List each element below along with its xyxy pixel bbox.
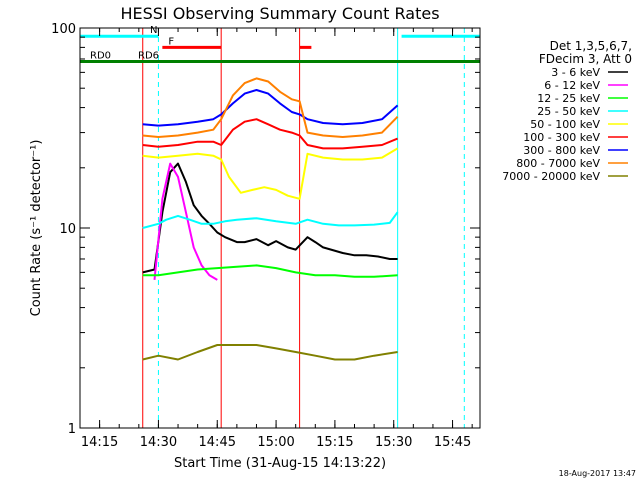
x-axis-label: Start Time (31-Aug-15 14:13:22): [174, 456, 386, 471]
flag-label: N: [150, 25, 157, 36]
series-layer: [142, 77, 399, 361]
legend-label: 300 - 800 keV: [523, 144, 600, 157]
legend-label: 100 - 300 keV: [523, 131, 600, 144]
y-tick-label: 10: [59, 222, 76, 237]
legend-label: 7000 - 20000 keV: [502, 170, 600, 183]
series-line: [142, 147, 399, 200]
series-line: [142, 344, 398, 361]
legend-label: 12 - 25 keV: [537, 92, 600, 105]
flag-label: F: [168, 36, 174, 47]
series-line: [142, 89, 399, 127]
series-line: [153, 162, 218, 281]
axes: 14:15 14:30 14:45 15:00 15:15 15:30 15:45 1 10 10…: [51, 22, 480, 450]
flag-label: RD6: [138, 50, 159, 61]
legend-label: 3 - 6 keV: [551, 66, 600, 79]
x-tick-label: 15:45: [434, 435, 471, 450]
footer-date: 18-Aug-2017 13:47: [559, 469, 636, 478]
x-tick-label: 14:15: [81, 435, 118, 450]
series-line: [142, 118, 398, 150]
legend-label: 25 - 50 keV: [537, 105, 600, 118]
x-tick-label: 15:30: [375, 435, 412, 450]
legend-header: Det 1,3,5,6,7,: [550, 39, 632, 53]
y-tick-label: 1: [68, 422, 76, 437]
y-axis-label: Count Rate (s⁻¹ detector⁻¹): [29, 140, 44, 317]
x-tick-label: 15:15: [316, 435, 353, 450]
reference-lines: [142, 28, 465, 428]
series-line: [142, 211, 399, 229]
y-tick-label: 100: [51, 22, 76, 37]
series-line: [142, 264, 398, 278]
x-tick-label: 15:00: [257, 435, 294, 450]
chart-title: HESSI Observing Summary Count Rates: [120, 4, 439, 23]
legend-label: 50 - 100 keV: [530, 118, 600, 131]
legend-header: FDecim 3, Att 0: [539, 52, 632, 66]
x-tick-label: 14:30: [140, 435, 177, 450]
flag-bars: NF RD0 RD6: [80, 25, 480, 63]
legend: Det 1,3,5,6,7,FDecim 3, Att 03 - 6 keV6 …: [502, 39, 632, 183]
series-line: [142, 162, 398, 274]
series-line: [142, 77, 399, 138]
legend-label: 6 - 12 keV: [544, 79, 600, 92]
x-tick-label: 14:45: [199, 435, 236, 450]
legend-label: 800 - 7000 keV: [516, 157, 600, 170]
flag-label: RD0: [90, 50, 111, 61]
